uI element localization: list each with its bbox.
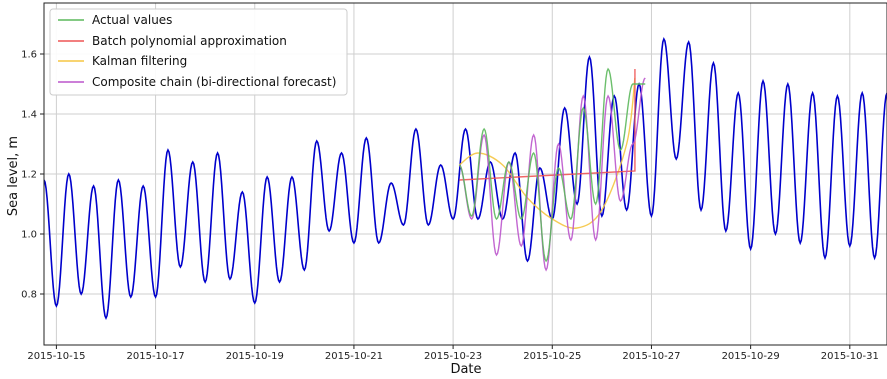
forecast-series-layer bbox=[458, 67, 646, 272]
series-line-actual bbox=[458, 67, 646, 263]
x-tick-label: 2015-10-15 bbox=[27, 351, 85, 362]
x-tick-label: 2015-10-21 bbox=[325, 351, 383, 362]
y-tick-label: 1.4 bbox=[21, 110, 37, 121]
y-axis: 0.8 1.0 1.2 1.4 1.6 bbox=[21, 50, 44, 301]
legend: Actual values Batch polynomial approxima… bbox=[49, 8, 348, 96]
y-tick-label: 0.8 bbox=[21, 290, 37, 301]
y-axis-title: Sea level, m bbox=[6, 136, 21, 216]
y-tick-label: 1.2 bbox=[21, 170, 37, 181]
legend-label-composite: Composite chain (bi-directional forecast… bbox=[92, 75, 336, 89]
legend-label-kalman: Kalman filtering bbox=[92, 54, 187, 68]
x-tick-label: 2015-10-19 bbox=[226, 351, 284, 362]
x-tick-label: 2015-10-27 bbox=[622, 351, 680, 362]
background-series-layer bbox=[44, 36, 887, 320]
x-tick-label: 2015-10-23 bbox=[424, 351, 482, 362]
legend-label-batch: Batch polynomial approximation bbox=[92, 34, 287, 48]
y-tick-label: 1.0 bbox=[21, 230, 37, 241]
x-tick-label: 2015-10-17 bbox=[127, 351, 185, 362]
x-axis-title: Date bbox=[450, 362, 481, 377]
legend-box bbox=[49, 8, 348, 96]
y-tick-label: 1.6 bbox=[21, 50, 37, 61]
x-tick-label: 2015-10-31 bbox=[821, 351, 879, 362]
series-line-batch bbox=[459, 69, 636, 181]
x-tick-label: 2015-10-29 bbox=[722, 351, 780, 362]
x-axis: 2015-10-15 2015-10-17 2015-10-19 2015-10-21… bbox=[27, 345, 879, 362]
legend-label-actual: Actual values bbox=[92, 13, 172, 27]
x-tick-label: 2015-10-25 bbox=[523, 351, 581, 362]
series-line-observed bbox=[44, 36, 887, 320]
